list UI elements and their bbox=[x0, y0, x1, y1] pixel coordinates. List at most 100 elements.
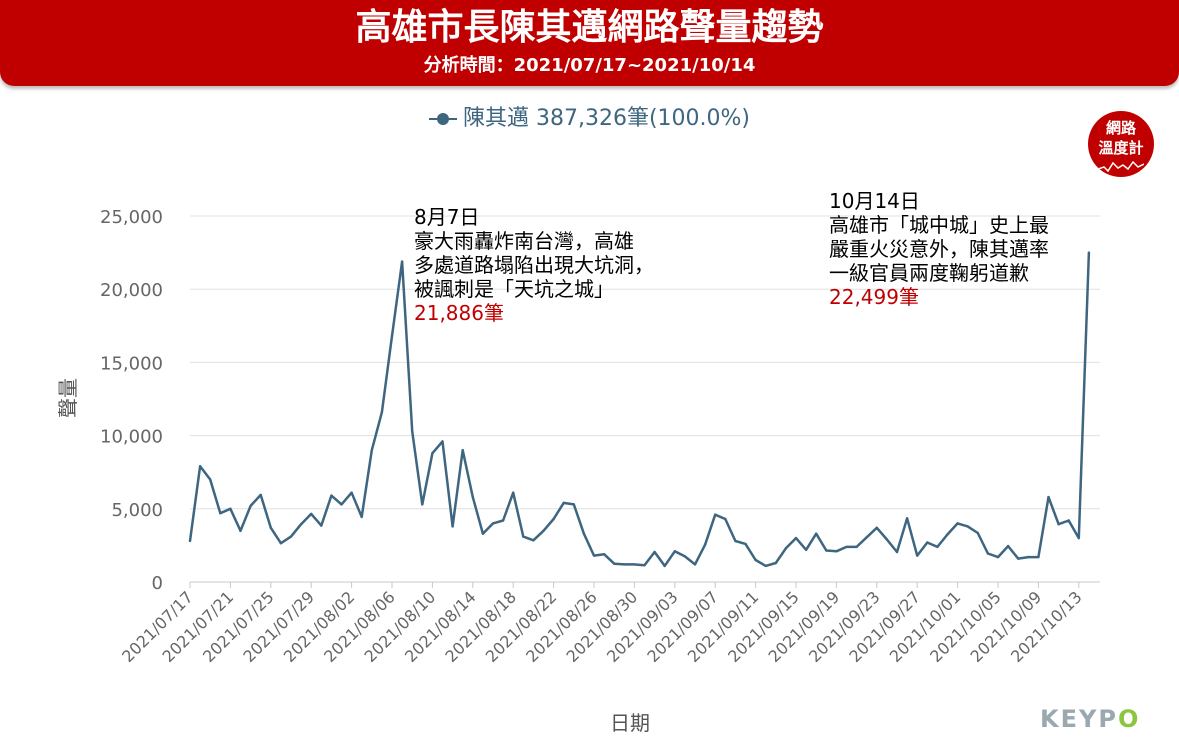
data-point[interactable] bbox=[310, 512, 313, 516]
data-point[interactable] bbox=[885, 538, 889, 541]
data-point[interactable] bbox=[1027, 555, 1030, 559]
data-point[interactable] bbox=[916, 554, 919, 557]
data-point[interactable] bbox=[976, 531, 979, 535]
data-point[interactable] bbox=[360, 515, 363, 519]
data-point[interactable] bbox=[946, 533, 949, 536]
data-point[interactable] bbox=[501, 519, 505, 522]
data-point[interactable] bbox=[602, 553, 606, 556]
annotation-aug7-line1: 豪大雨轟炸南台灣，高雄 bbox=[414, 229, 634, 253]
data-point[interactable] bbox=[1037, 555, 1040, 559]
data-point[interactable] bbox=[835, 550, 838, 553]
data-point[interactable] bbox=[219, 512, 222, 515]
data-point[interactable] bbox=[1017, 557, 1020, 560]
data-point[interactable] bbox=[320, 524, 323, 527]
data-point[interactable] bbox=[380, 411, 384, 414]
data-point[interactable] bbox=[411, 430, 414, 433]
data-point[interactable] bbox=[269, 526, 272, 529]
pulse-icon bbox=[1098, 160, 1144, 173]
data-point[interactable] bbox=[431, 452, 434, 455]
data-point[interactable] bbox=[633, 563, 636, 566]
data-point[interactable] bbox=[198, 465, 202, 468]
data-point[interactable] bbox=[572, 503, 575, 506]
data-point[interactable] bbox=[400, 260, 404, 263]
data-point[interactable] bbox=[522, 535, 525, 538]
data-point[interactable] bbox=[592, 554, 596, 557]
data-point[interactable] bbox=[481, 532, 485, 535]
data-point[interactable] bbox=[582, 532, 586, 535]
data-point[interactable] bbox=[673, 550, 676, 553]
data-point[interactable] bbox=[966, 525, 969, 528]
data-point[interactable] bbox=[936, 545, 939, 549]
data-point[interactable] bbox=[188, 539, 192, 543]
data-point[interactable] bbox=[855, 545, 858, 549]
data-point[interactable] bbox=[804, 548, 808, 551]
data-point[interactable] bbox=[441, 440, 444, 443]
data-point[interactable] bbox=[562, 501, 565, 505]
data-point[interactable] bbox=[744, 542, 747, 546]
data-point[interactable] bbox=[1067, 519, 1070, 522]
data-point[interactable] bbox=[330, 494, 333, 497]
annotation-aug7: 8月7日 豪大雨轟炸南台灣，高雄 多處道路塌陷出現大坑洞， 被諷刺是「天坑之城」… bbox=[414, 205, 654, 325]
data-point[interactable] bbox=[239, 529, 242, 532]
data-point[interactable] bbox=[714, 513, 717, 516]
data-point[interactable] bbox=[956, 522, 959, 525]
data-point[interactable] bbox=[461, 449, 464, 452]
data-point[interactable] bbox=[390, 334, 394, 338]
data-point[interactable] bbox=[259, 493, 262, 497]
data-point[interactable] bbox=[542, 529, 545, 532]
data-point[interactable] bbox=[724, 517, 727, 521]
data-point[interactable] bbox=[512, 491, 515, 494]
data-point[interactable] bbox=[1006, 544, 1010, 548]
data-point[interactable] bbox=[229, 507, 232, 510]
data-point[interactable] bbox=[491, 522, 495, 525]
data-point[interactable] bbox=[532, 539, 535, 542]
data-point[interactable] bbox=[249, 504, 252, 508]
data-point[interactable] bbox=[703, 543, 707, 546]
data-point[interactable] bbox=[340, 503, 343, 506]
data-point[interactable] bbox=[784, 547, 788, 550]
data-point[interactable] bbox=[613, 562, 616, 565]
data-point[interactable] bbox=[905, 517, 909, 520]
y-tick-label: 15,000 bbox=[100, 353, 163, 374]
data-point[interactable] bbox=[1047, 495, 1050, 499]
data-point[interactable] bbox=[845, 545, 848, 549]
data-point[interactable] bbox=[764, 564, 767, 568]
data-point[interactable] bbox=[350, 491, 353, 494]
data-point[interactable] bbox=[986, 552, 990, 555]
data-point[interactable] bbox=[1077, 536, 1081, 540]
data-point[interactable] bbox=[734, 539, 737, 543]
data-point[interactable] bbox=[623, 563, 626, 566]
data-point[interactable] bbox=[552, 517, 555, 521]
data-point[interactable] bbox=[299, 523, 303, 526]
data-point[interactable] bbox=[209, 478, 212, 481]
data-point[interactable] bbox=[996, 555, 1000, 559]
data-point[interactable] bbox=[895, 550, 899, 554]
data-point[interactable] bbox=[865, 536, 868, 539]
data-point[interactable] bbox=[1087, 251, 1091, 254]
data-point[interactable] bbox=[754, 558, 757, 562]
data-point[interactable] bbox=[471, 495, 474, 499]
data-point[interactable] bbox=[683, 555, 687, 558]
annotation-aug7-line3: 被諷刺是「天坑之城」 bbox=[414, 277, 614, 301]
data-point[interactable] bbox=[926, 541, 929, 544]
keypo-logo: KEYPO bbox=[1040, 705, 1140, 733]
data-point[interactable] bbox=[421, 503, 424, 506]
data-point[interactable] bbox=[825, 549, 828, 552]
data-point[interactable] bbox=[815, 532, 818, 535]
legend[interactable]: 陳其邁 387,326筆(100.0%) bbox=[0, 104, 1179, 134]
data-point[interactable] bbox=[279, 542, 283, 545]
data-point[interactable] bbox=[370, 449, 373, 452]
data-point[interactable] bbox=[774, 561, 777, 565]
data-point[interactable] bbox=[794, 536, 798, 540]
network-thermometer-badge: 網路 溫度計 bbox=[1088, 111, 1154, 177]
data-point[interactable] bbox=[451, 525, 454, 528]
data-point[interactable] bbox=[693, 563, 697, 566]
data-point[interactable] bbox=[1057, 523, 1060, 526]
data-point[interactable] bbox=[643, 564, 646, 567]
annotation-oct14-date: 10月14日 bbox=[829, 189, 920, 213]
data-point[interactable] bbox=[663, 564, 666, 568]
data-point[interactable] bbox=[875, 526, 878, 529]
data-point[interactable] bbox=[653, 550, 656, 554]
series-line-chen-chi-mai bbox=[188, 252, 1091, 568]
data-point[interactable] bbox=[289, 535, 293, 538]
